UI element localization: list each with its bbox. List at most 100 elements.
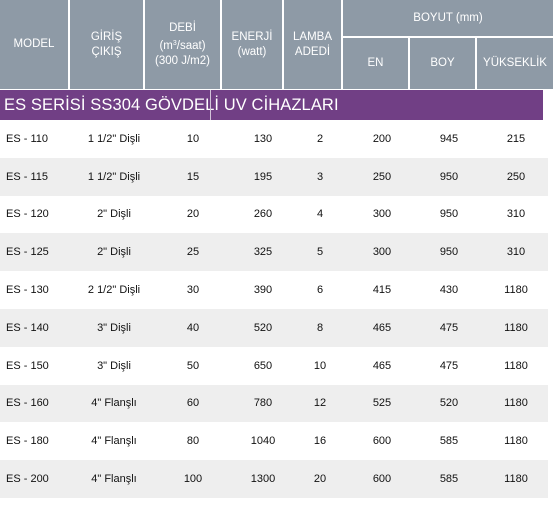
cell-debi: 100 <box>183 473 203 486</box>
table-row: ES - 200 4" Flanşlı 100 1300 20 600 585 1180 <box>0 460 548 498</box>
cell-giris: 3" Dişli <box>97 359 131 372</box>
table-row: ES - 110 1 1/2" Dişli 10 130 2 200 945 215 <box>0 120 548 158</box>
header-debi: DEBİ (m3/saat) (300 J/m2) <box>145 0 220 89</box>
section-divider <box>210 90 211 120</box>
cell-yukseklik: 1180 <box>504 284 528 297</box>
table-header: MODEL GİRİŞ ÇIKIŞ DEBİ (m3/saat) (300 J/… <box>0 0 553 89</box>
cell-model: ES - 115 <box>6 170 48 183</box>
cell-en: 200 <box>372 132 392 145</box>
cell-lamba: 16 <box>313 435 327 448</box>
header-yukseklik-label: YÜKSEKLİK <box>483 57 547 69</box>
cell-debi: 15 <box>186 170 200 183</box>
header-boy: BOY <box>410 38 475 89</box>
cell-giris: 2" Dişli <box>97 246 131 259</box>
cell-debi: 50 <box>186 359 200 372</box>
cell-giris: 4" Flanşlı <box>91 435 137 448</box>
cell-debi: 10 <box>186 132 200 145</box>
header-model-label: MODEL <box>13 38 55 50</box>
header-debi-unit-pre: (m <box>159 39 173 52</box>
table-row: ES - 130 2 1/2" Dişli 30 390 6 415 430 1180 <box>0 271 548 309</box>
header-debi-label: DEBİ <box>169 21 196 34</box>
cell-yukseklik: 250 <box>506 170 526 183</box>
cell-giris: 1 1/2" Dişli <box>87 132 141 145</box>
header-giris-label: GİRİŞ <box>90 30 123 43</box>
cell-model: ES - 125 <box>6 246 49 259</box>
cell-yukseklik: 310 <box>506 246 526 259</box>
table-row: ES - 125 2" Dişli 25 325 5 300 950 310 <box>0 233 548 272</box>
cell-enerji: 260 <box>253 208 273 221</box>
cell-boy: 585 <box>439 473 459 486</box>
cell-model: ES - 120 <box>6 208 49 221</box>
header-adedi-label: ADEDİ <box>294 45 331 58</box>
cell-lamba: 8 <box>316 321 324 334</box>
header-lamba-label: LAMBA <box>293 30 332 43</box>
header-debi-unit: (m3/saat) <box>159 36 205 54</box>
cell-yukseklik: 1180 <box>504 435 528 448</box>
cell-lamba: 5 <box>316 246 324 259</box>
cell-boy: 585 <box>439 435 459 448</box>
table-row: ES - 150 3" Dişli 50 650 10 465 475 1180 <box>0 347 548 385</box>
cell-yukseklik: 1180 <box>504 359 528 372</box>
cell-model: ES - 150 <box>6 359 49 372</box>
cell-yukseklik: 1180 <box>504 397 528 410</box>
header-enerji-unit: (watt) <box>237 45 267 58</box>
cell-lamba: 12 <box>313 397 327 410</box>
cell-enerji: 325 <box>253 246 273 259</box>
header-debi-dose: (300 J/m2) <box>155 54 210 67</box>
cell-debi: 80 <box>186 435 200 448</box>
cell-lamba: 2 <box>316 132 324 145</box>
cell-boy: 430 <box>439 284 459 297</box>
table-row: ES - 115 1 1/2" Dişli 15 195 3 250 950 250 <box>0 157 548 196</box>
cell-giris: 2" Dişli <box>97 208 131 221</box>
cell-enerji: 195 <box>253 170 273 183</box>
cell-model: ES - 130 <box>6 284 49 297</box>
cell-enerji: 1040 <box>250 435 276 448</box>
cell-en: 465 <box>372 359 392 372</box>
header-lamba: LAMBA ADEDİ <box>284 0 341 89</box>
cell-debi: 25 <box>186 246 200 259</box>
cell-yukseklik: 215 <box>506 132 526 145</box>
section-title: ES SERİSİ SS304 GÖVDELİ UV CİHAZLARI <box>4 95 339 114</box>
cell-lamba: 6 <box>316 284 324 297</box>
cell-boy: 475 <box>439 321 459 334</box>
cell-giris: 4" Flanşlı <box>91 397 137 410</box>
cell-yukseklik: 310 <box>506 208 526 221</box>
cell-en: 465 <box>372 321 392 334</box>
cell-yukseklik: 1180 <box>504 473 528 486</box>
cell-boy: 950 <box>439 170 459 183</box>
table-body: ES - 110 1 1/2" Dişli 10 130 2 200 945 215 ES - … <box>0 120 548 498</box>
cell-lamba: 3 <box>316 170 324 183</box>
cell-boy: 475 <box>439 359 459 372</box>
cell-boy: 950 <box>439 208 459 221</box>
cell-yukseklik: 1180 <box>504 321 528 334</box>
table-row: ES - 120 2" Dişli 20 260 4 300 950 310 <box>0 196 548 234</box>
cell-lamba: 4 <box>316 208 324 221</box>
cell-en: 250 <box>372 170 392 183</box>
cell-enerji: 1300 <box>250 473 276 486</box>
header-boyut-label: BOYUT (mm) <box>413 11 483 24</box>
header-boyut: BOYUT (mm) <box>343 0 553 36</box>
section-title-band: ES SERİSİ SS304 GÖVDELİ UV CİHAZLARI <box>0 90 543 120</box>
cell-boy: 520 <box>439 397 459 410</box>
cell-en: 415 <box>372 284 392 297</box>
cell-enerji: 130 <box>253 132 273 145</box>
header-cikis-label: ÇIKIŞ <box>91 45 122 58</box>
table-row: ES - 180 4" Flanşlı 80 1040 16 600 585 1180 <box>0 422 548 460</box>
cell-giris: 2 1/2" Dişli <box>87 284 141 297</box>
header-debi-unit-post: /saat) <box>176 39 206 52</box>
table-row: ES - 140 3" Dişli 40 520 8 465 475 1180 <box>0 308 548 347</box>
header-boy-label: BOY <box>430 57 455 69</box>
cell-en: 300 <box>372 246 392 259</box>
cell-boy: 945 <box>439 132 459 145</box>
cell-debi: 30 <box>186 284 200 297</box>
cell-enerji: 390 <box>253 284 273 297</box>
cell-enerji: 650 <box>253 359 273 372</box>
cell-debi: 20 <box>186 208 200 221</box>
cell-model: ES - 160 <box>6 397 49 410</box>
header-enerji: ENERJİ (watt) <box>222 0 282 89</box>
cell-debi: 40 <box>186 321 200 334</box>
cell-enerji: 780 <box>253 397 273 410</box>
cell-enerji: 520 <box>253 321 273 334</box>
cell-model: ES - 180 <box>6 435 49 448</box>
